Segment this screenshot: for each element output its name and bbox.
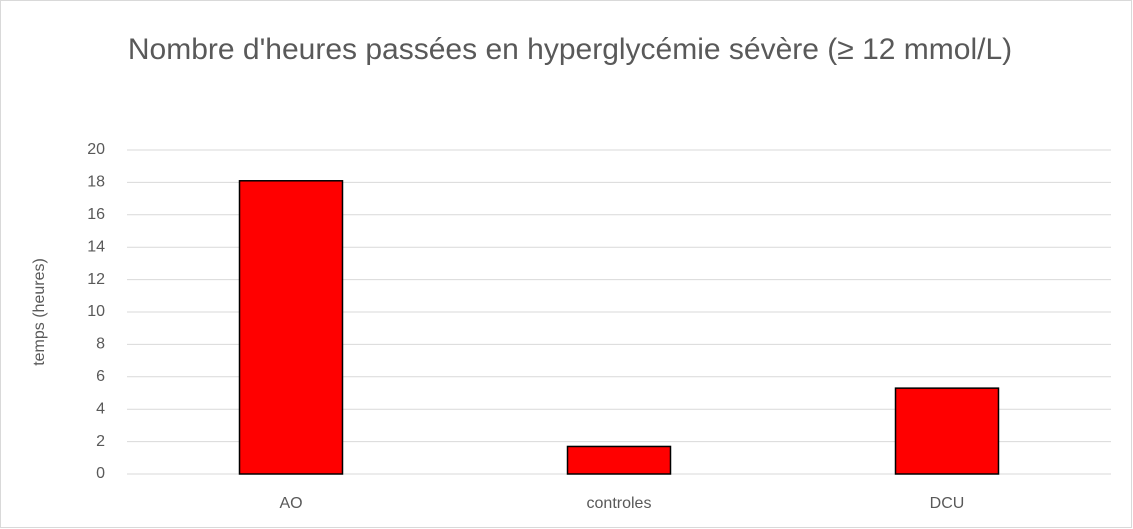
- y-tick-label: 0: [96, 465, 105, 482]
- y-tick-label: 14: [87, 238, 105, 255]
- y-tick-label: 4: [96, 400, 105, 417]
- chart-title: Nombre d'heures passées en hyperglycémie…: [127, 33, 1013, 66]
- y-axis-label: temps (heures): [31, 258, 48, 366]
- y-tick-label: 20: [87, 141, 105, 158]
- x-tick-label: DCU: [930, 495, 965, 512]
- y-tick-label: 8: [96, 336, 105, 353]
- y-tick-label: 6: [96, 368, 105, 385]
- y-tick-label: 18: [87, 174, 105, 191]
- y-tick-label: 12: [87, 271, 105, 288]
- bar: [238, 180, 344, 475]
- y-tick-label: 2: [96, 433, 105, 450]
- x-tick-label: controles: [587, 495, 652, 512]
- bar: [894, 387, 1000, 475]
- bar: [566, 445, 672, 475]
- x-tick-label: AO: [279, 495, 302, 512]
- y-tick-label: 10: [87, 303, 105, 320]
- y-tick-label: 16: [87, 206, 105, 223]
